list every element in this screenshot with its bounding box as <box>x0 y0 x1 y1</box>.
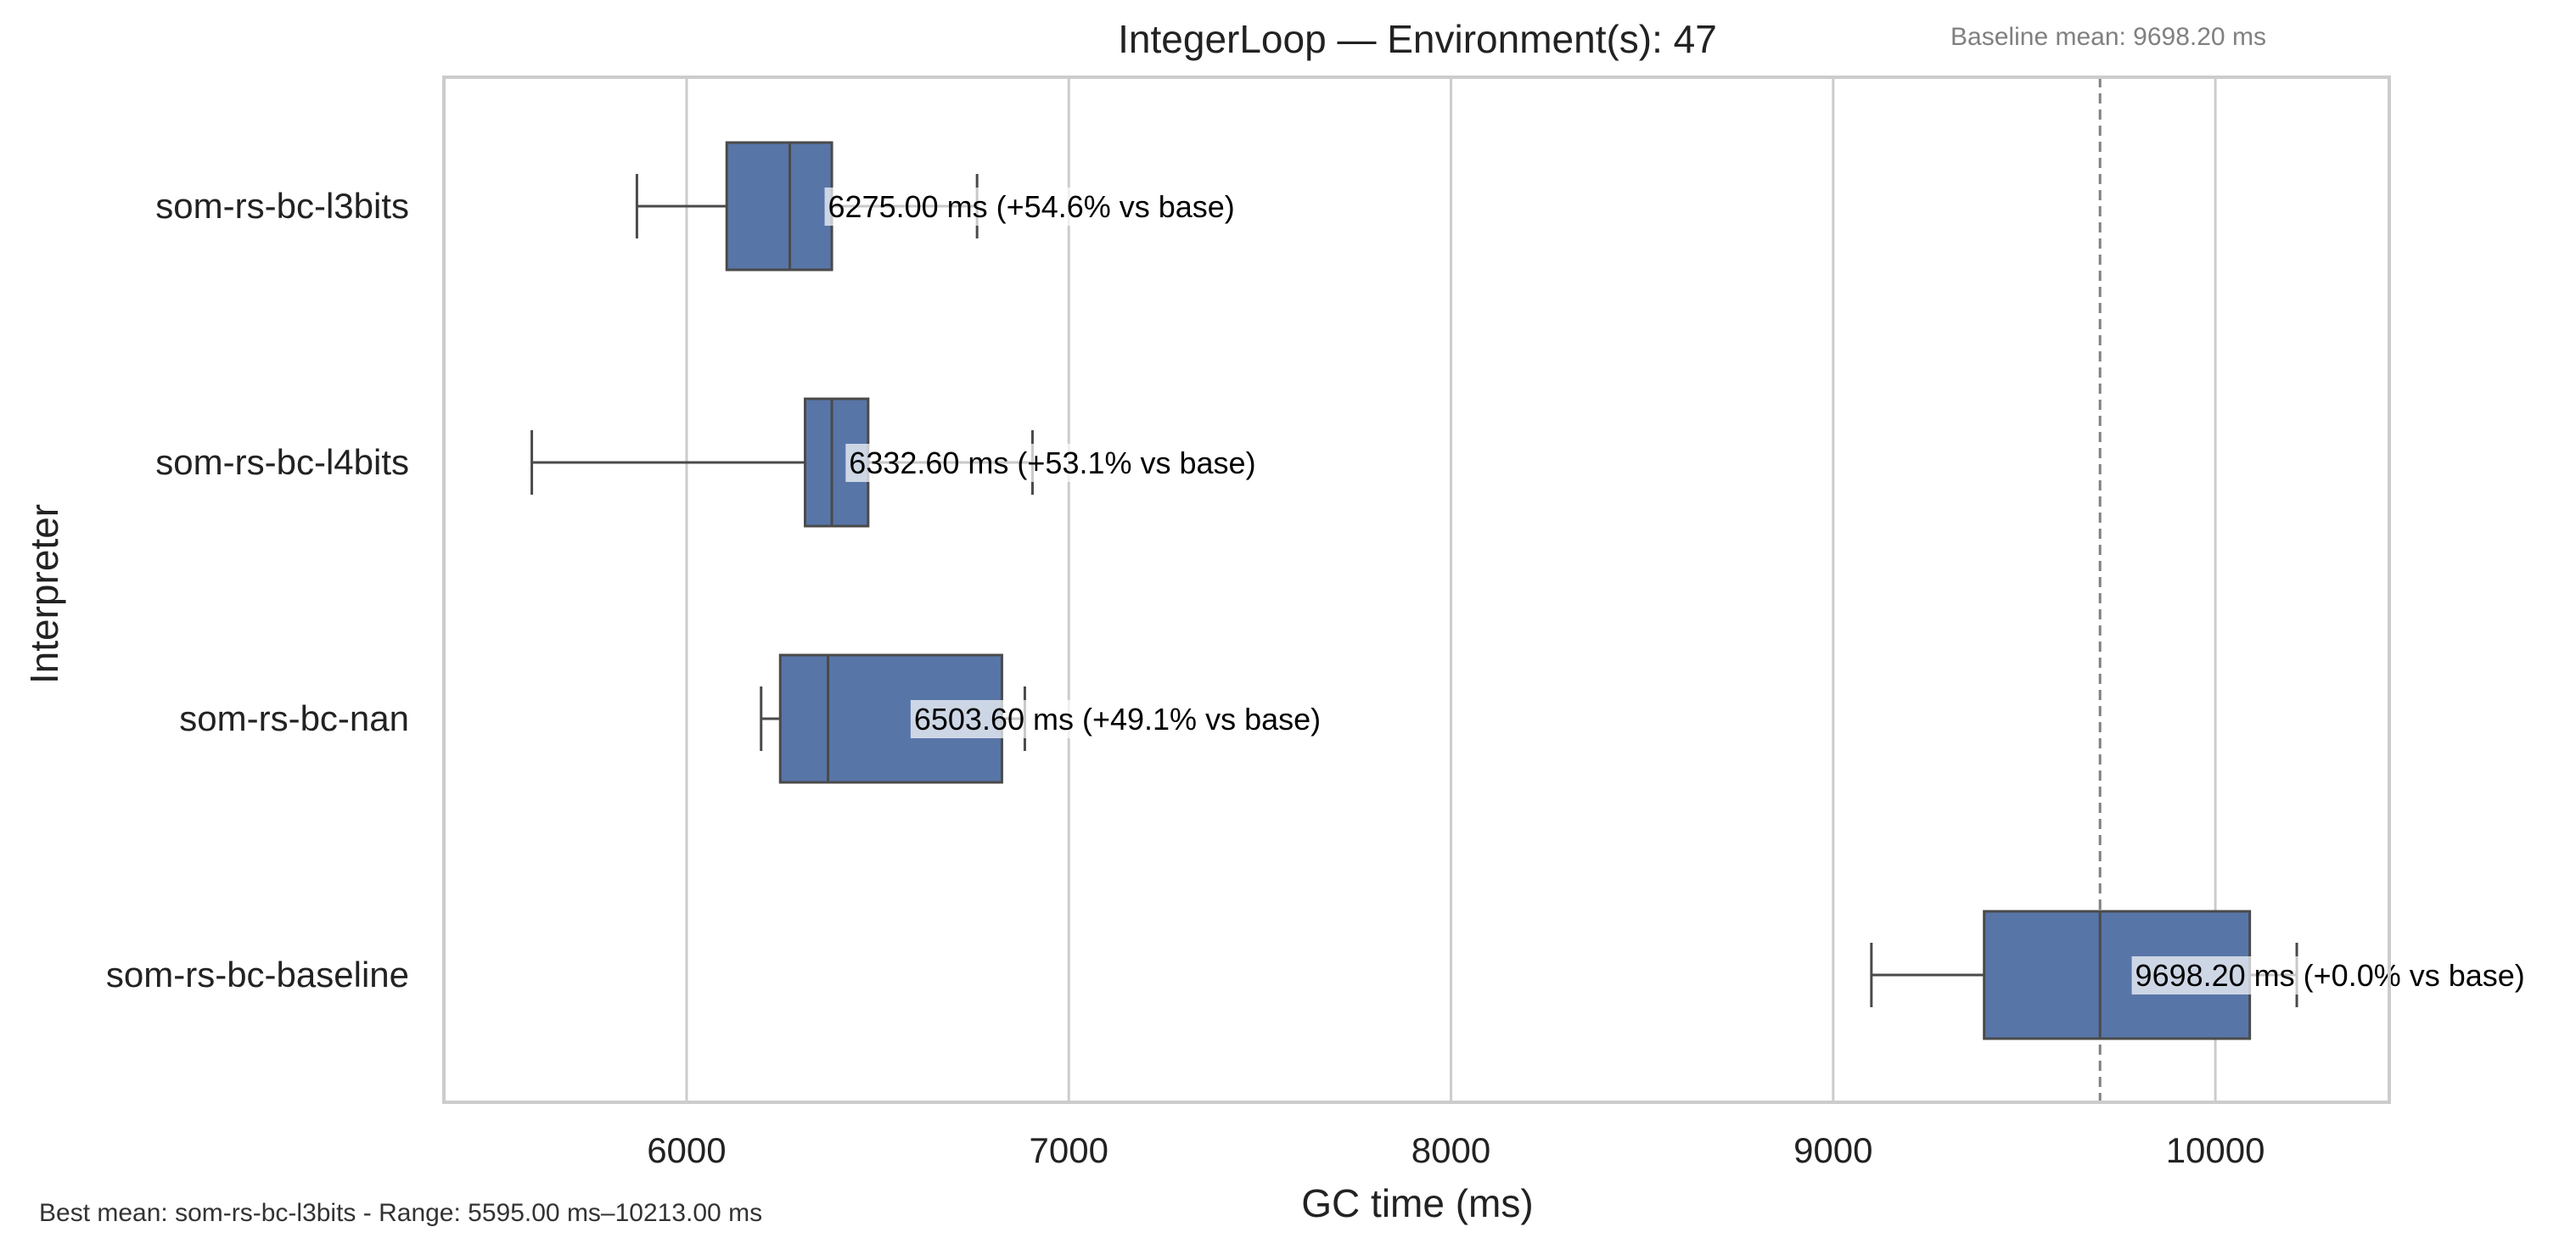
chart-title: IntegerLoop — Environment(s): 47 <box>1118 17 1717 61</box>
x-axis-label: GC time (ms) <box>1301 1181 1533 1225</box>
x-tick-label: 8000 <box>1411 1130 1490 1170</box>
plot-frame <box>442 76 2391 1104</box>
category-label: som-rs-bc-nan <box>179 698 409 738</box>
mean-label: 6503.60 ms (+49.1% vs base) <box>914 702 1321 737</box>
mean-label-background <box>2131 956 2528 994</box>
x-tick-label: 10000 <box>2166 1130 2265 1170</box>
mean-label-background <box>910 700 1325 738</box>
mean-label: 6275.00 ms (+54.6% vs base) <box>828 189 1235 224</box>
mean-label: 6332.60 ms (+53.1% vs base) <box>849 445 1255 480</box>
mean-label: 9698.20 ms (+0.0% vs base) <box>2135 958 2525 993</box>
x-tick-label: 6000 <box>647 1130 726 1170</box>
y-category-labels: som-rs-bc-l3bits som-rs-bc-l4bits som-rs-b… <box>106 186 409 994</box>
x-tick-labels: 6000 7000 8000 9000 10000 <box>647 1130 2265 1170</box>
mean-labels-layer: 6275.00 ms (+54.6% vs base) 6332.60 ms (+… <box>824 188 2528 994</box>
x-tick-label: 9000 <box>1793 1130 1872 1170</box>
x-tick-label: 7000 <box>1030 1130 1108 1170</box>
category-label: som-rs-bc-l4bits <box>155 442 409 482</box>
category-label: som-rs-bc-baseline <box>106 955 409 994</box>
baseline-mean-annotation: Baseline mean: 9698.20 ms <box>1950 23 2266 51</box>
footer-note: Best mean: som-rs-bc-l3bits - Range: 559… <box>39 1199 762 1227</box>
mean-label-background <box>845 444 1260 482</box>
x-grid-lines <box>685 77 2217 1102</box>
iqr-box <box>725 141 833 272</box>
category-label: som-rs-bc-l3bits <box>155 186 409 226</box>
mean-label-background <box>824 188 1238 226</box>
y-axis-label: Interpreter <box>22 504 66 684</box>
